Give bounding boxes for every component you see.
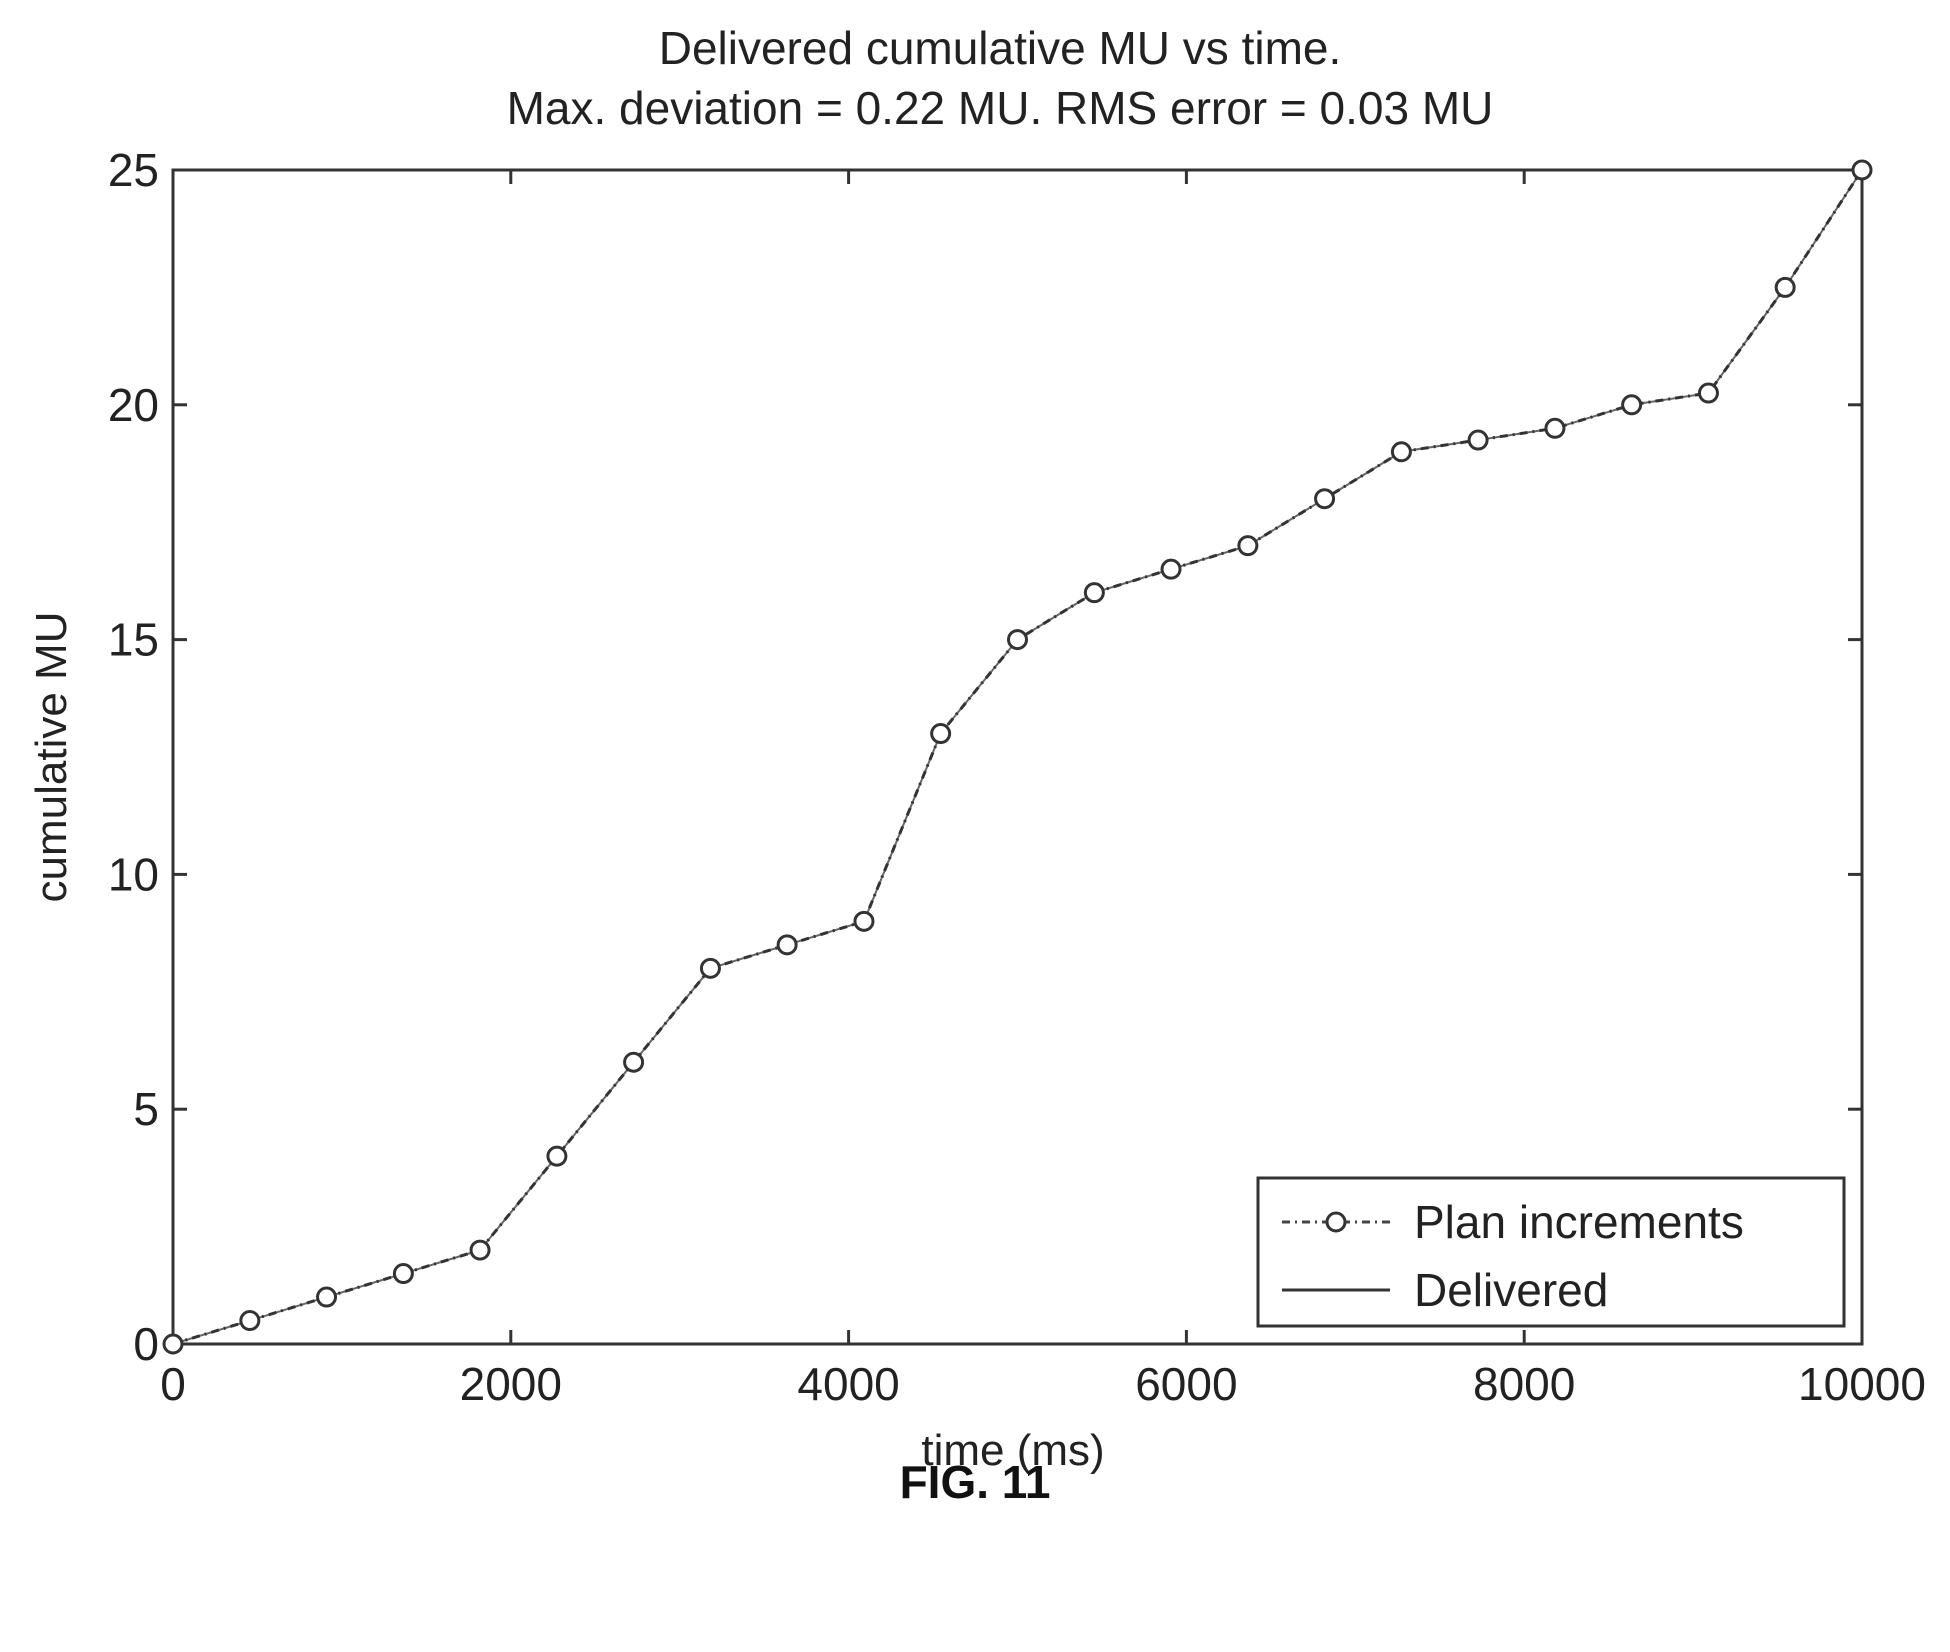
x-tick-label: 10000: [1798, 1358, 1926, 1410]
y-tick-label: 25: [108, 144, 159, 196]
x-tick-label: 8000: [1473, 1358, 1575, 1410]
x-tick-label: 6000: [1135, 1358, 1237, 1410]
plot-area: [171, 168, 1864, 1346]
series-plan-increments-line: [172, 169, 1864, 1346]
series-layer: [162, 159, 1873, 1355]
plan-increment-point: [1851, 159, 1873, 181]
y-tick-label: 20: [108, 379, 159, 431]
x-tick-label: 4000: [797, 1358, 899, 1410]
legend-marker-plan-increments: [1325, 1211, 1347, 1233]
plan-increment-point: [1160, 558, 1182, 580]
chart-title: Delivered cumulative MU vs time.: [659, 22, 1342, 74]
chart-subtitle: Max. deviation = 0.22 MU. RMS error = 0.…: [507, 82, 1494, 134]
plan-increment-point: [1007, 629, 1028, 651]
plot-frame: [171, 168, 1864, 1346]
plan-increment-point: [239, 1310, 261, 1332]
series-delivered-line: [172, 169, 1863, 1345]
y-tick-label: 0: [133, 1318, 159, 1370]
y-tick-label: 5: [133, 1083, 159, 1135]
plan-increment-point: [930, 723, 952, 745]
legend-label-plan-increments: Plan increments: [1414, 1196, 1744, 1248]
legend-box: [1256, 1176, 1846, 1328]
plan-increment-point: [699, 957, 721, 979]
plan-increment-point: [546, 1145, 568, 1167]
y-axis: 0 5 10 15 20 25: [108, 144, 1862, 1370]
plan-increment-point: [316, 1286, 338, 1308]
figure-caption: FIG. 11: [899, 1456, 1051, 1508]
x-tick-label: 2000: [460, 1358, 562, 1410]
plan-increment-point: [1083, 582, 1105, 604]
plan-increment-point: [1697, 382, 1719, 404]
y-axis-label: cumulative MU: [27, 612, 76, 903]
plan-increment-point: [776, 934, 798, 956]
plan-increment-point: [1621, 394, 1643, 416]
legend-label-delivered: Delivered: [1414, 1264, 1608, 1316]
plan-increment-point: [1774, 276, 1796, 298]
y-tick-label: 15: [108, 614, 159, 666]
plan-increment-point: [1390, 441, 1412, 463]
x-axis-label: time (ms): [921, 1426, 1104, 1475]
y-tick-label: 10: [108, 848, 159, 900]
plan-increment-point: [853, 910, 875, 932]
plan-increment-point: [1467, 429, 1489, 451]
plan-increment-point: [1314, 488, 1336, 510]
plan-increment-point: [469, 1239, 491, 1261]
legend: Plan increments Delivered: [1256, 1176, 1846, 1328]
plan-increment-point: [623, 1051, 645, 1073]
x-axis: 0 2000 4000 6000 8000 10000: [160, 170, 1926, 1410]
plan-increment-point: [392, 1263, 414, 1285]
plan-increment-point: [1544, 417, 1566, 439]
plan-increment-point: [162, 1333, 184, 1355]
plan-increment-point: [1237, 535, 1259, 557]
x-tick-label: 0: [160, 1358, 186, 1410]
